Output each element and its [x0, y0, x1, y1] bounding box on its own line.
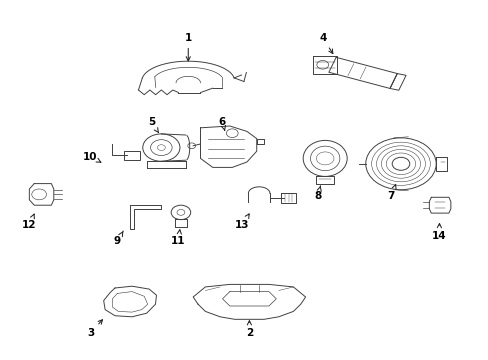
Text: 9: 9 [114, 231, 123, 246]
Text: 13: 13 [234, 214, 249, 230]
Text: 8: 8 [314, 186, 321, 201]
Text: 6: 6 [219, 117, 225, 130]
Text: 4: 4 [318, 33, 332, 54]
Text: 12: 12 [22, 214, 37, 230]
Text: 11: 11 [171, 230, 185, 246]
Text: 1: 1 [184, 33, 191, 61]
Text: 5: 5 [148, 117, 158, 132]
Text: 14: 14 [431, 224, 446, 241]
Text: 10: 10 [83, 152, 101, 162]
Text: 3: 3 [87, 320, 102, 338]
Text: 2: 2 [245, 321, 252, 338]
Text: 7: 7 [386, 185, 395, 201]
